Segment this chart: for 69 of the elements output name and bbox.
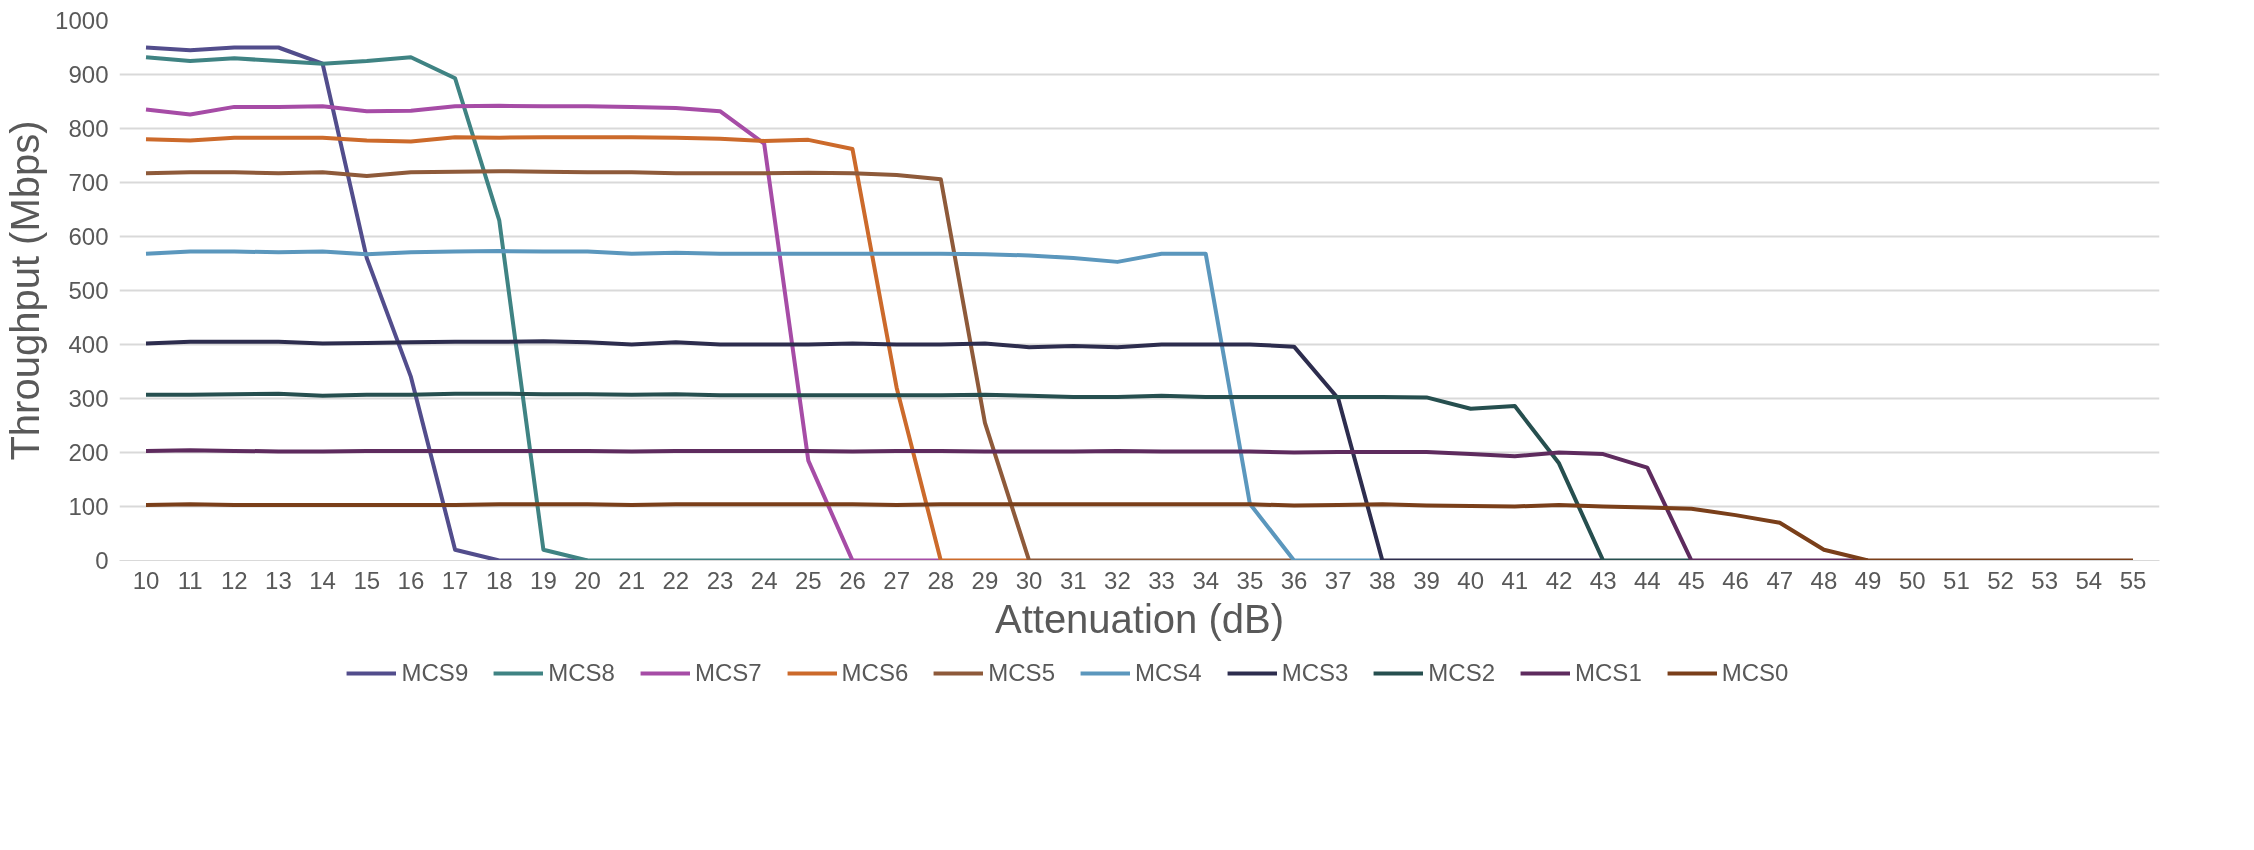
x-tick-label: 55 bbox=[2119, 566, 2147, 594]
y-tick-label: 600 bbox=[68, 223, 109, 250]
x-tick-label: 42 bbox=[1545, 566, 1573, 594]
x-tick-label: 39 bbox=[1413, 566, 1440, 594]
x-tick-label: 38 bbox=[1369, 566, 1396, 594]
legend-label: MCS0 bbox=[1721, 659, 1789, 687]
x-tick-label: 27 bbox=[883, 566, 910, 594]
x-tick-label: 14 bbox=[309, 566, 336, 594]
x-tick-label: 31 bbox=[1059, 566, 1087, 594]
x-tick-label: 49 bbox=[1854, 566, 1882, 594]
x-tick-label: 28 bbox=[927, 566, 955, 594]
y-tick-label: 400 bbox=[68, 331, 109, 358]
x-tick-label: 29 bbox=[971, 566, 999, 594]
x-tick-label: 36 bbox=[1280, 566, 1308, 594]
y-tick-label: 900 bbox=[68, 61, 109, 88]
x-tick-label: 21 bbox=[618, 566, 646, 594]
legend-label: MCS3 bbox=[1281, 659, 1349, 687]
legend-label: MCS2 bbox=[1428, 659, 1496, 687]
y-axis-title: Throughput (Mbps) bbox=[3, 120, 48, 461]
y-tick-label: 1000 bbox=[55, 7, 109, 34]
x-tick-label: 34 bbox=[1192, 566, 1220, 594]
x-tick-label: 50 bbox=[1898, 566, 1926, 594]
x-tick-label: 18 bbox=[485, 566, 513, 594]
x-tick-label: 19 bbox=[530, 566, 557, 594]
y-tick-label: 500 bbox=[68, 277, 109, 304]
y-tick-label: 0 bbox=[95, 547, 109, 574]
x-tick-label: 11 bbox=[177, 566, 203, 594]
y-tick-label: 100 bbox=[68, 493, 109, 520]
legend-label: MCS4 bbox=[1134, 659, 1202, 687]
x-tick-label: 43 bbox=[1589, 566, 1617, 594]
x-axis-title: Attenuation (dB) bbox=[994, 596, 1285, 641]
x-tick-label: 20 bbox=[574, 566, 601, 594]
x-tick-label: 46 bbox=[1722, 566, 1749, 594]
x-tick-label: 22 bbox=[662, 566, 690, 594]
x-tick-label: 12 bbox=[220, 566, 248, 594]
x-tick-label: 33 bbox=[1148, 566, 1175, 594]
legend-label: MCS8 bbox=[548, 659, 615, 687]
x-tick-label: 26 bbox=[839, 566, 866, 594]
y-tick-label: 700 bbox=[68, 169, 109, 196]
y-tick-label: 800 bbox=[68, 115, 109, 142]
x-tick-label: 48 bbox=[1810, 566, 1838, 594]
x-tick-label: 30 bbox=[1015, 566, 1043, 594]
x-tick-label: 40 bbox=[1457, 566, 1485, 594]
x-tick-label: 45 bbox=[1678, 566, 1705, 594]
x-tick-label: 51 bbox=[1943, 566, 1970, 594]
x-tick-label: 13 bbox=[265, 566, 292, 594]
x-tick-label: 47 bbox=[1766, 566, 1794, 594]
legend-label: MCS1 bbox=[1575, 659, 1642, 687]
x-tick-label: 24 bbox=[750, 566, 778, 594]
x-tick-label: 44 bbox=[1633, 566, 1661, 594]
x-tick-label: 16 bbox=[397, 566, 425, 594]
y-tick-label: 300 bbox=[68, 385, 109, 412]
x-tick-label: 15 bbox=[353, 566, 381, 594]
x-tick-label: 25 bbox=[794, 566, 822, 594]
y-tick-label: 200 bbox=[68, 439, 109, 466]
x-tick-label: 53 bbox=[2031, 566, 2059, 594]
x-tick-label: 17 bbox=[441, 566, 469, 594]
x-tick-label: 41 bbox=[1501, 566, 1529, 594]
legend-label: MCS6 bbox=[841, 659, 909, 687]
x-tick-label: 52 bbox=[1987, 566, 2014, 594]
legend-label: MCS5 bbox=[988, 659, 1055, 687]
x-tick-label: 32 bbox=[1104, 566, 1131, 594]
x-tick-label: 23 bbox=[706, 566, 734, 594]
x-tick-label: 35 bbox=[1236, 566, 1264, 594]
legend-label: MCS7 bbox=[694, 659, 762, 687]
x-tick-label: 10 bbox=[132, 566, 160, 594]
legend-label: MCS9 bbox=[401, 659, 469, 687]
x-tick-label: 54 bbox=[2075, 566, 2103, 594]
x-tick-label: 37 bbox=[1324, 566, 1352, 594]
